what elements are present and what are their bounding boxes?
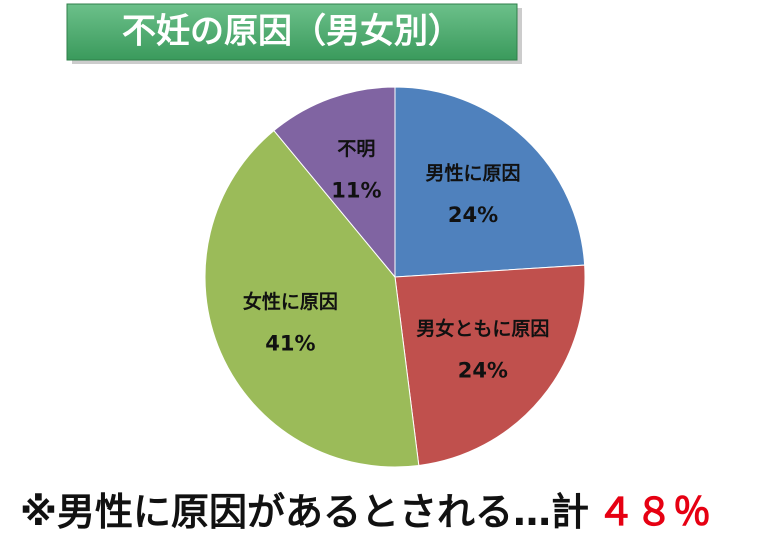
- footnote-part: ※男性に原因があるとされる…計: [20, 490, 589, 534]
- chart-title: 不妊の原因（男女別）: [122, 12, 462, 52]
- footnote: ※男性に原因があるとされる…計 ４８％: [20, 490, 711, 534]
- pie-slice: [394, 264, 586, 467]
- slice-value: 24%: [458, 359, 508, 383]
- pie-slice: [394, 86, 586, 278]
- footnote-part: ４８％: [597, 490, 711, 534]
- slice-name: 不明: [337, 138, 375, 160]
- slice-value: 24%: [448, 203, 498, 227]
- pie-slice: [204, 129, 420, 468]
- slice-name: 女性に原因: [243, 290, 338, 313]
- slice-name: 男性に原因: [426, 161, 521, 184]
- slice-name: 男女ともに原因: [416, 317, 549, 340]
- pie: 男性に原因 24% 男女ともに原因 24% 女性に原因 41% 不明 11%: [204, 86, 586, 468]
- slice-value: 41%: [265, 331, 315, 355]
- pie-slice: [273, 86, 396, 279]
- title-box: [66, 3, 518, 61]
- slice-value: 11%: [331, 179, 381, 203]
